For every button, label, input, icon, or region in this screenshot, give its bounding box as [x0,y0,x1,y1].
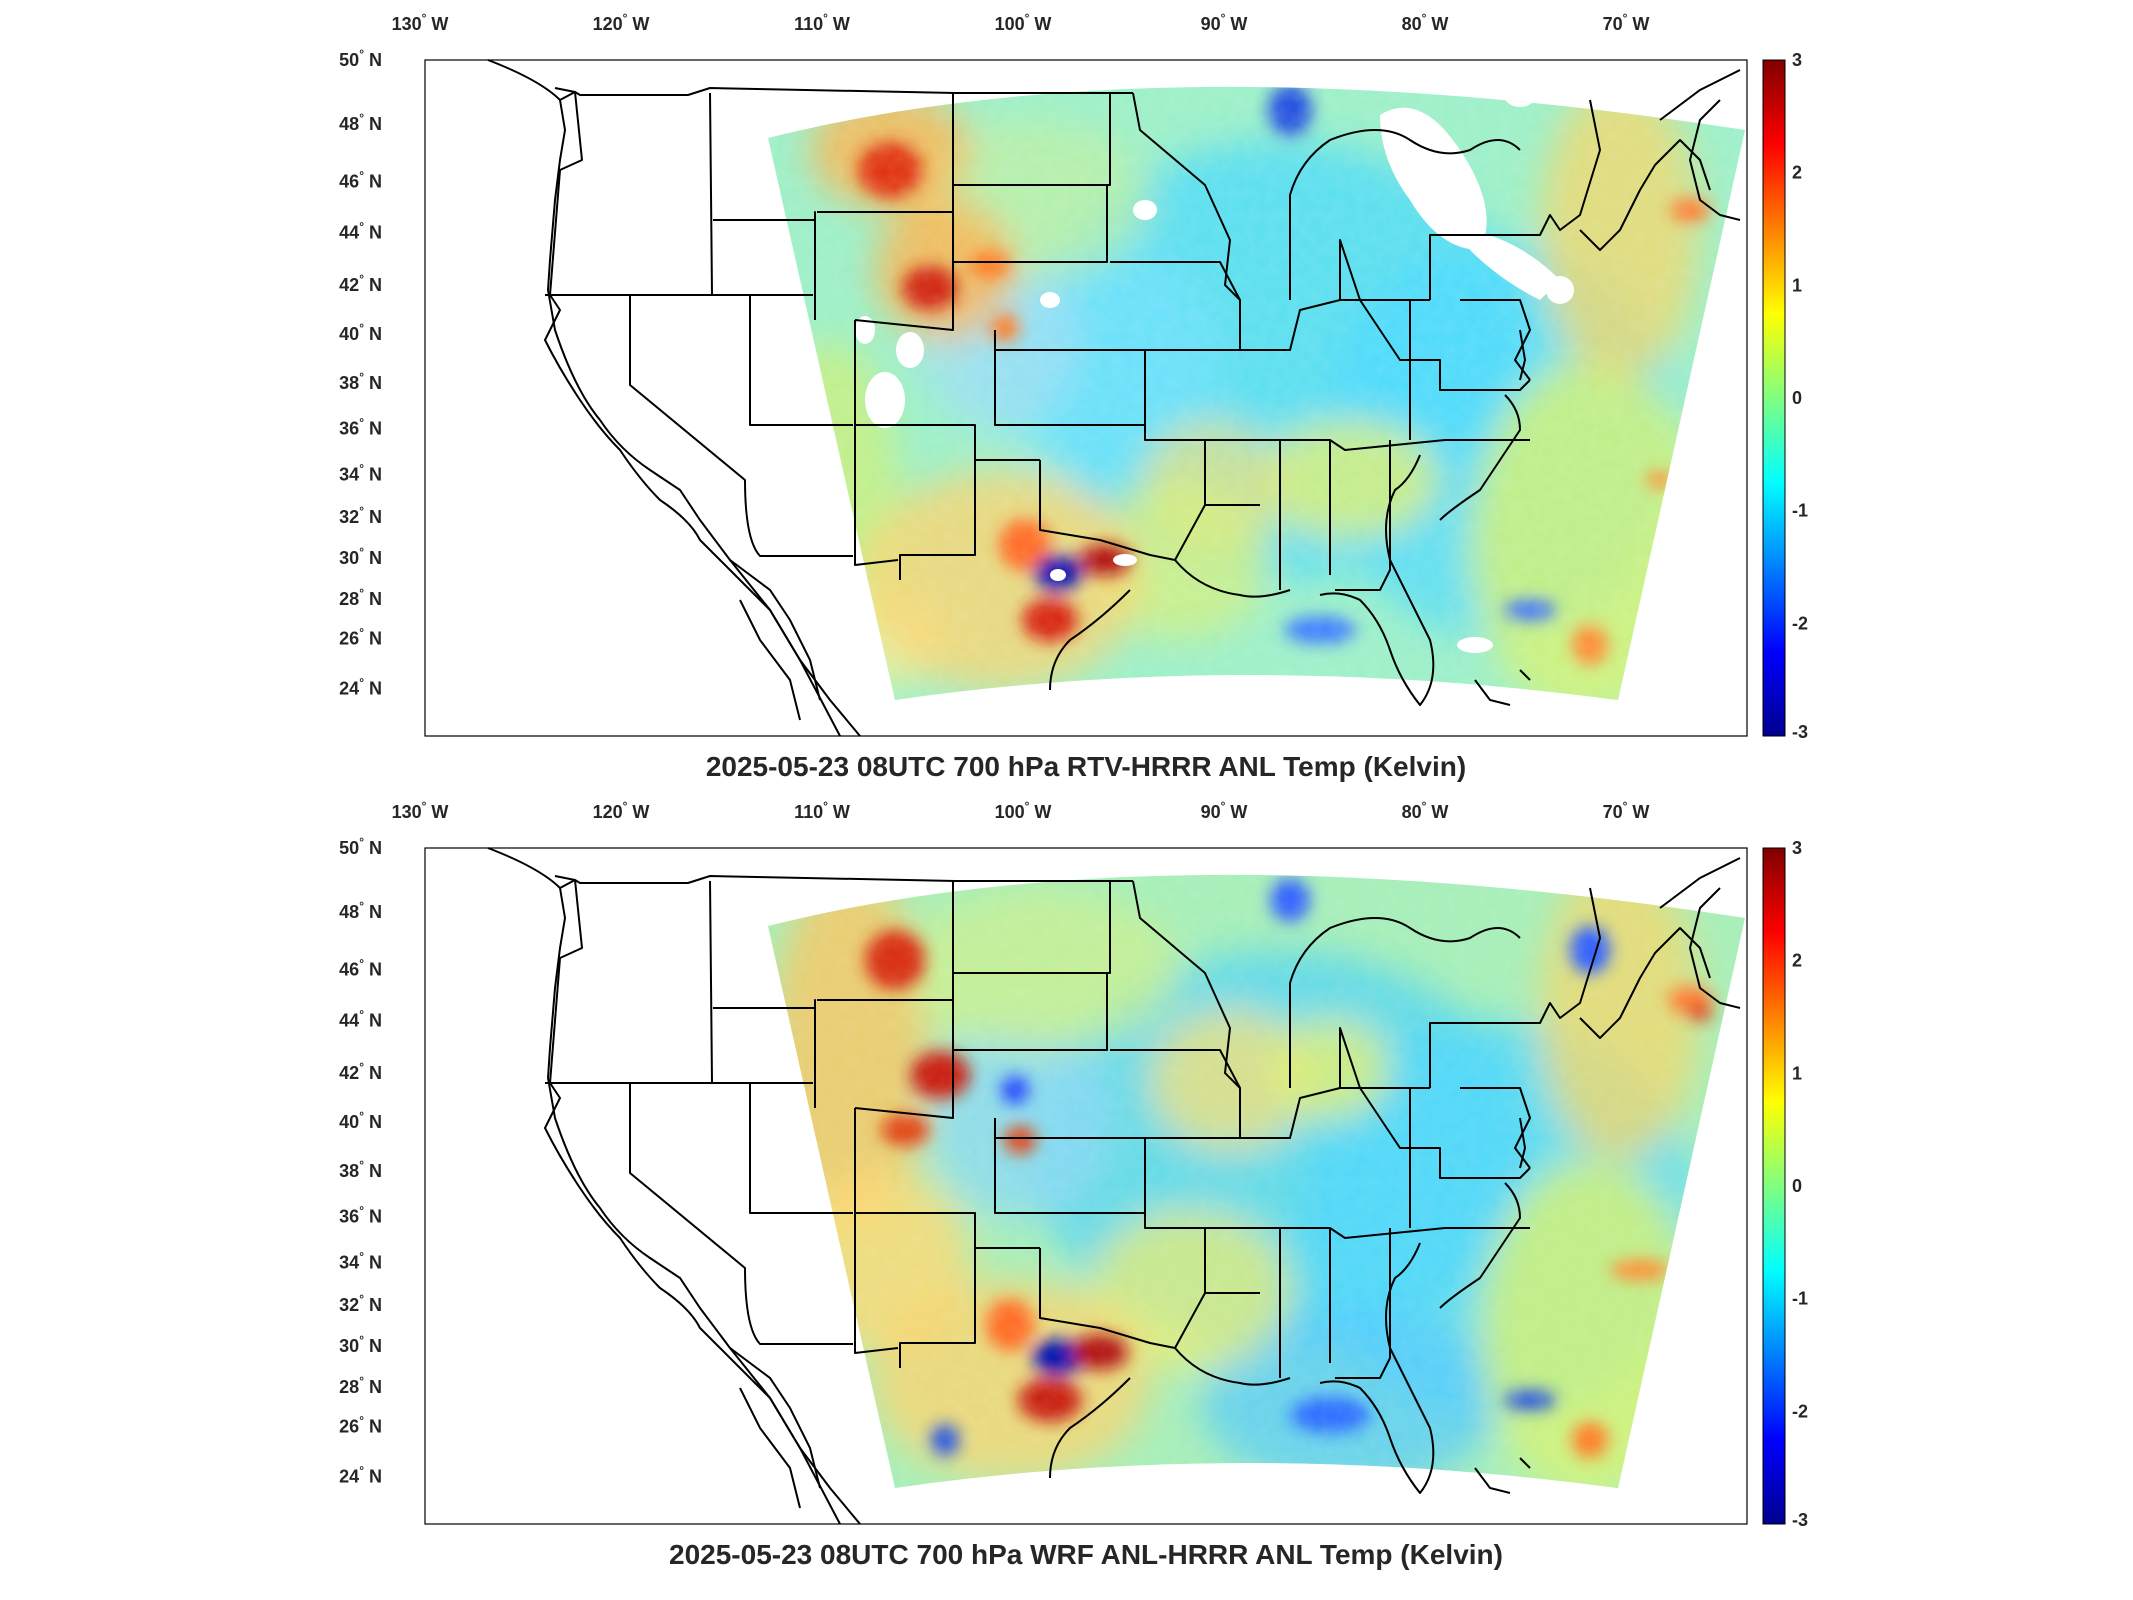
lat-tick-label: 34° N [339,461,382,484]
lat-tick-label: 26° N [339,626,382,649]
lat-tick-label: 32° N [339,1292,382,1315]
coastline [546,857,1741,1525]
colorbar-tick-label: -2 [1792,1401,1808,1421]
lat-tick-label: 32° N [339,504,382,527]
lon-tick-label: 80° W [1402,11,1449,34]
colorbar-tick-label: 0 [1792,388,1802,408]
lat-tick-label: 40° N [339,1109,382,1132]
lon-tick-label: 120° W [593,799,650,822]
colorbar-tick-label: 3 [1792,838,1802,858]
lon-tick-label: 100° W [995,11,1052,34]
colorbar-tick-label: -1 [1792,1289,1808,1309]
lat-tick-label: 44° N [339,1007,382,1030]
colorbar-tick-label: -3 [1792,722,1808,742]
colorbar-tick-labels: 3 2 1 0 -1 -2 -3 [1792,838,1808,1530]
lon-tick-label: 80° W [1402,799,1449,822]
lat-tick-label: 46° N [339,957,382,980]
lat-tick-label: 36° N [339,415,382,438]
lon-tick-labels: 130° W 120° W 110° W 100° W 90° W 80° W 70° W [392,11,1650,34]
lat-tick-label: 34° N [339,1249,382,1272]
lon-tick-label: 120° W [593,11,650,34]
lat-tick-label: 28° N [339,1374,382,1397]
colorbar-tick-label: 3 [1792,50,1802,70]
lat-tick-label: 36° N [339,1203,382,1226]
lat-tick-labels: 50° N 48° N 46° N 44° N 42° N 40° N 38° N 36° N… [339,47,382,699]
colorbar-tick-labels: 3 2 1 0 -1 -2 -3 [1792,50,1808,742]
coastline [546,69,1741,737]
state-boundaries [487,847,1741,1525]
lat-tick-label: 26° N [339,1414,382,1437]
lat-tick-label: 40° N [339,321,382,344]
lat-tick-label: 50° N [339,47,382,70]
lat-tick-label: 28° N [339,586,382,609]
lat-tick-label: 30° N [339,1333,382,1356]
colorbar-tick-label: 1 [1792,1063,1802,1083]
lon-tick-label: 70° W [1603,11,1650,34]
lat-tick-label: 30° N [339,545,382,568]
colorbar-tick-label: 1 [1792,275,1802,295]
lat-tick-label: 24° N [339,676,382,699]
lat-tick-label: 48° N [339,111,382,134]
colorbar [1762,59,1786,737]
colorbar [1762,847,1786,1525]
lon-tick-label: 90° W [1201,11,1248,34]
lon-tick-labels: 130° W 120° W 110° W 100° W 90° W 80° W 70° W [392,799,1650,822]
panel-title: 2025-05-23 08UTC 700 hPa WRF ANL-HRRR AN… [669,1539,1503,1570]
lat-tick-label: 42° N [339,272,382,295]
lat-tick-label: 42° N [339,1060,382,1083]
colorbar-tick-label: 0 [1792,1176,1802,1196]
missing-data-mask [855,86,1574,653]
lat-tick-label: 50° N [339,835,382,858]
lon-tick-label: 110° W [794,799,850,822]
lon-tick-label: 130° W [392,799,449,822]
lon-tick-label: 110° W [794,11,850,34]
lat-tick-label: 48° N [339,899,382,922]
panel-title: 2025-05-23 08UTC 700 hPa RTV-HRRR ANL Te… [706,751,1466,782]
lat-tick-label: 38° N [339,1158,382,1181]
lon-tick-label: 70° W [1603,799,1650,822]
lat-tick-label: 38° N [339,370,382,393]
map-panel-wrf: 50° N 48° N 46° N 44° N 42° N 40° N 38° N 36° N… [339,799,1808,1570]
lon-tick-label: 90° W [1201,799,1248,822]
lon-tick-label: 130° W [392,11,449,34]
lat-tick-label: 44° N [339,219,382,242]
colorbar-tick-label: 2 [1792,951,1802,971]
lat-tick-label: 24° N [339,1464,382,1487]
colorbar-tick-label: -2 [1792,613,1808,633]
lon-tick-label: 100° W [995,799,1052,822]
colorbar-tick-label: -3 [1792,1510,1808,1530]
colorbar-tick-label: 2 [1792,163,1802,183]
lat-tick-label: 46° N [339,169,382,192]
map-panel-rtv: 50° N 48° N 46° N 44° N 42° N 40° N 38° N 36° N… [339,11,1808,782]
colorbar-tick-label: -1 [1792,501,1808,521]
state-boundaries [487,59,1741,737]
lat-tick-labels: 50° N 48° N 46° N 44° N 42° N 40° N 38° N 36° N… [339,835,382,1487]
